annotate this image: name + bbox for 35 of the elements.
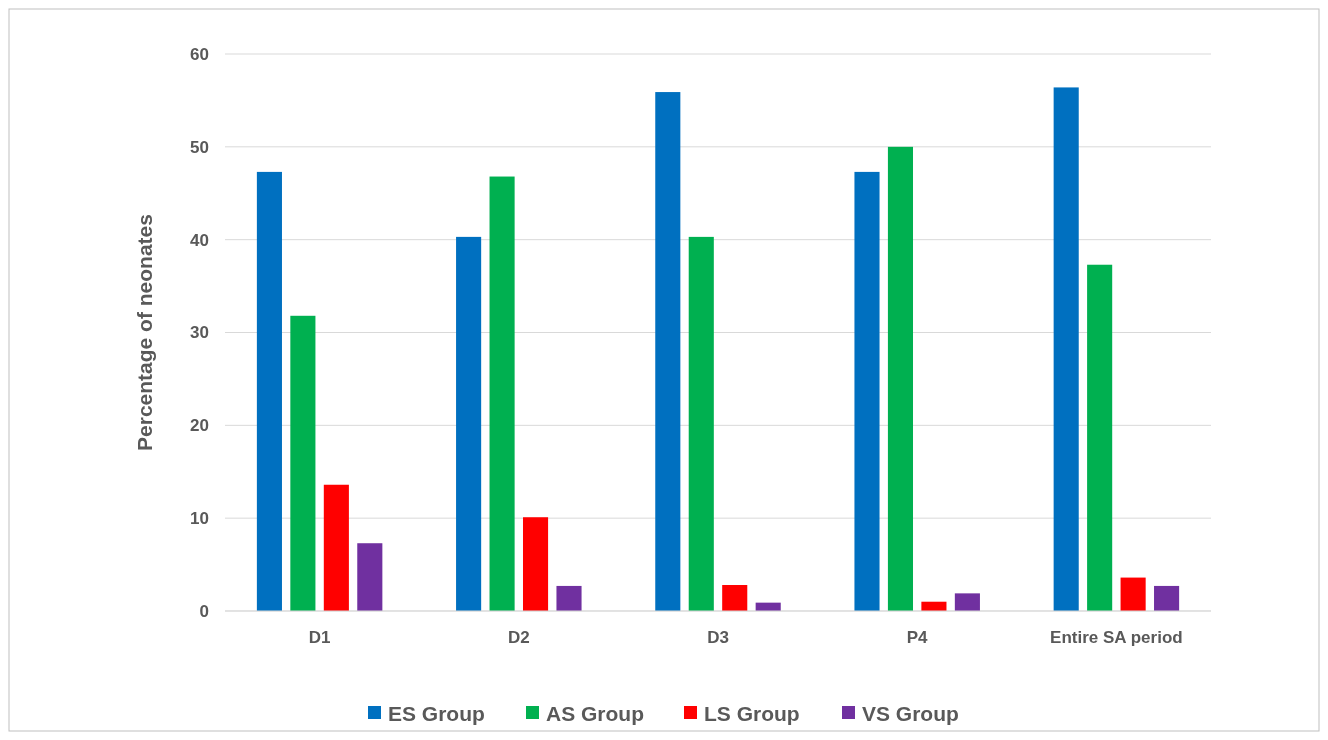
legend-label: AS Group <box>546 702 644 726</box>
legend-label: VS Group <box>862 702 959 726</box>
bar <box>522 517 549 611</box>
y-axis-title: Percentage of neonates <box>133 214 156 451</box>
bar <box>1120 577 1146 611</box>
bar <box>688 236 714 611</box>
bar <box>489 176 515 611</box>
x-tick-label: P4 <box>906 628 929 647</box>
bar <box>556 585 582 611</box>
bar <box>854 171 880 611</box>
bar <box>722 585 748 611</box>
x-tick-label: D1 <box>308 628 331 647</box>
bar <box>887 146 914 611</box>
bar <box>1053 87 1079 611</box>
y-tick-label: 10 <box>190 509 209 529</box>
bar <box>256 171 282 611</box>
bar <box>323 484 349 611</box>
y-tick-label: 50 <box>190 137 209 157</box>
bar <box>1154 585 1180 611</box>
bar <box>357 543 383 611</box>
x-tick-label: Entire SA period <box>1050 628 1183 647</box>
x-tick-label: D2 <box>507 628 530 647</box>
legend-label: ES Group <box>388 702 485 726</box>
y-tick-label: 40 <box>190 230 209 250</box>
bar <box>456 236 482 611</box>
x-tick-label: D3 <box>707 628 729 647</box>
y-tick-label: 20 <box>190 416 209 436</box>
bar <box>1087 264 1113 611</box>
y-tick-label: 0 <box>199 601 209 621</box>
y-tick-label: 60 <box>190 44 209 64</box>
bar <box>655 92 681 611</box>
bar <box>954 593 980 611</box>
bar <box>290 315 316 611</box>
legend-label: LS Group <box>704 702 800 726</box>
y-tick-label: 30 <box>190 323 209 343</box>
